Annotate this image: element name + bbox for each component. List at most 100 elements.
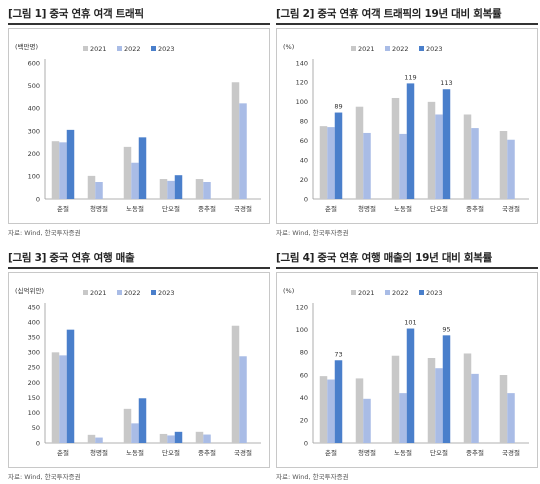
panel-figure-4: [그림 4] 중국 연휴 여행 매출의 19년 대비 회복률 (%) 0 20 40 6… xyxy=(276,250,538,482)
bar-2022 xyxy=(95,437,103,443)
x-tick-label: 노동절 xyxy=(394,449,412,457)
source-note: 자료: Wind, 한국투자증권 xyxy=(276,473,349,481)
bar-chart-passenger-traffic: (백만명) 0 100 200 300 400 500 600 2021 2022 2023 춘절 청명… xyxy=(15,42,261,213)
data-label: 119 xyxy=(404,73,416,81)
bar-2023 xyxy=(66,329,75,443)
bar-2022 xyxy=(203,434,211,443)
y-tick-label: 500 xyxy=(28,82,40,90)
bar-2021 xyxy=(391,355,400,443)
y-tick-label: 200 xyxy=(28,379,40,387)
bar-2022 xyxy=(131,162,139,199)
y-tick-label: 350 xyxy=(28,334,40,342)
bar-2021 xyxy=(159,433,168,443)
y-tick-label: 20 xyxy=(300,417,308,425)
bar-2022 xyxy=(167,180,175,199)
legend-label: 2022 xyxy=(392,45,409,53)
chart-frame: (%) 0 20 40 60 80 100 120 2021 2022 2023 73 춘절 청명절 101… xyxy=(276,272,538,468)
legend-swatch xyxy=(117,290,122,295)
x-tick-label: 중추절 xyxy=(198,205,216,213)
data-label: 113 xyxy=(440,79,452,87)
x-tick-label: 단오절 xyxy=(162,448,180,457)
bar-2022 xyxy=(435,114,443,199)
data-label: 73 xyxy=(334,350,342,358)
bar-2021 xyxy=(87,175,96,199)
bar-2022 xyxy=(435,368,443,443)
bar-2022 xyxy=(327,127,335,199)
y-tick-label: 100 xyxy=(296,326,308,334)
legend-swatch xyxy=(83,290,88,295)
legend-swatch xyxy=(151,290,156,295)
panel-title: [그림 1] 중국 연휴 여객 트래픽 xyxy=(8,8,144,20)
bar-2021 xyxy=(231,82,240,199)
source-note: 자료: Wind, 한국투자증권 xyxy=(8,473,81,481)
legend-swatch xyxy=(83,46,88,51)
bar-2022 xyxy=(363,132,371,199)
legend-label: 2023 xyxy=(426,289,443,297)
bar-2021 xyxy=(427,101,436,199)
legend-label: 2023 xyxy=(426,45,443,53)
bar-2021 xyxy=(463,114,472,199)
y-tick-label: 0 xyxy=(36,439,40,447)
data-label: 89 xyxy=(334,103,342,111)
x-tick-label: 춘절 xyxy=(57,448,69,457)
x-tick-label: 단오절 xyxy=(430,204,448,213)
bar-2021 xyxy=(51,141,60,199)
legend-label: 2021 xyxy=(358,289,375,297)
data-label: 95 xyxy=(442,325,450,333)
bar-2022 xyxy=(203,182,211,199)
y-tick-label: 250 xyxy=(28,364,40,372)
data-label: 101 xyxy=(404,319,416,327)
x-tick-label: 국경절 xyxy=(502,448,520,457)
legend-label: 2021 xyxy=(90,289,107,297)
legend-label: 2022 xyxy=(392,289,409,297)
bar-2022 xyxy=(363,398,371,443)
x-tick-label: 청명절 xyxy=(90,204,108,213)
bar-2022 xyxy=(59,142,67,199)
legend-label: 2021 xyxy=(90,45,107,53)
bar-2021 xyxy=(159,179,168,199)
unit-label: (백만명) xyxy=(15,42,38,51)
bar-2022 xyxy=(399,393,407,443)
y-tick-label: 200 xyxy=(28,150,40,158)
legend-label: 2023 xyxy=(158,289,175,297)
bar-2021 xyxy=(87,434,96,443)
x-tick-label: 국경절 xyxy=(234,204,252,213)
panel-figure-2: [그림 2] 중국 연휴 여객 트래픽의 19년 대비 회복률 (%) 0 20 40… xyxy=(276,6,538,238)
bar-2021 xyxy=(195,179,204,199)
bar-2022 xyxy=(327,379,335,443)
x-tick-label: 노동절 xyxy=(394,205,412,213)
bar-2021 xyxy=(499,131,508,199)
panel-figure-3: [그림 3] 중국 연휴 여행 매출 (십억위안) 0 50 100 150 200 250… xyxy=(8,250,270,482)
y-tick-label: 0 xyxy=(36,195,40,203)
bar-2021 xyxy=(195,431,204,443)
panel-title: [그림 3] 중국 연휴 여행 매출 xyxy=(8,252,135,264)
legend-swatch xyxy=(419,46,424,51)
bar-2023 xyxy=(406,328,415,443)
bar-2021 xyxy=(499,375,508,443)
bar-2022 xyxy=(167,435,175,443)
bar-2023 xyxy=(442,335,451,443)
bar-2023 xyxy=(174,175,183,199)
bar-2022 xyxy=(95,182,103,199)
y-tick-label: 40 xyxy=(300,156,308,164)
bar-chart-traffic-recovery: (%) 0 20 40 60 80 100 120 140 2021 2022 2023 89 춘절 청명절… xyxy=(283,43,529,213)
x-tick-label: 노동절 xyxy=(126,205,144,213)
panel-figure-1: [그림 1] 중국 연휴 여객 트래픽 (백만명) 0 100 200 300 400 50… xyxy=(8,6,270,238)
y-tick-label: 400 xyxy=(28,105,40,113)
unit-label: (%) xyxy=(283,43,294,51)
y-tick-label: 50 xyxy=(32,424,40,432)
unit-label: (%) xyxy=(283,287,294,295)
bar-2022 xyxy=(131,423,139,443)
y-tick-label: 60 xyxy=(300,137,308,145)
y-tick-label: 100 xyxy=(296,98,308,106)
source-note: 자료: Wind, 한국투자증권 xyxy=(8,229,81,237)
y-tick-label: 0 xyxy=(304,439,308,447)
x-tick-label: 중추절 xyxy=(198,449,216,457)
x-tick-label: 노동절 xyxy=(126,449,144,457)
bar-2021 xyxy=(427,358,436,443)
legend-swatch xyxy=(385,46,390,51)
y-tick-label: 100 xyxy=(28,409,40,417)
bar-2023 xyxy=(66,129,75,199)
bar-2021 xyxy=(391,97,400,199)
x-tick-label: 국경절 xyxy=(502,204,520,213)
